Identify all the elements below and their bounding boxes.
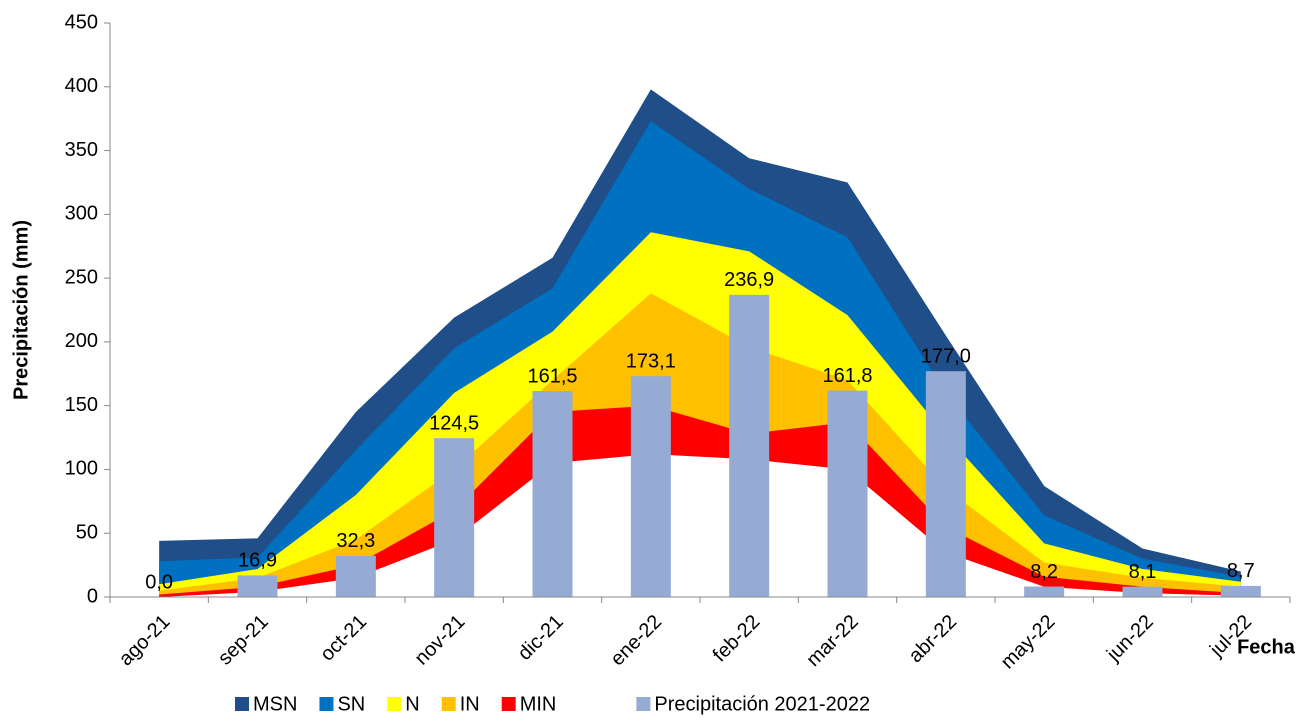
y-tick-label: 350 (65, 139, 98, 161)
data-label: 161,5 (527, 365, 577, 387)
bar (1024, 586, 1065, 597)
legend-label: MSN (253, 693, 297, 715)
bar (1122, 586, 1163, 597)
bar (729, 294, 770, 597)
x-tick-label: dic-21 (514, 611, 568, 665)
bar (335, 555, 376, 597)
x-axis-title: Fecha (1237, 636, 1296, 658)
y-tick-label: 250 (65, 266, 98, 288)
x-tick-label: jun-22 (1102, 611, 1158, 667)
bar (827, 390, 868, 597)
data-label: 8,2 (1030, 561, 1058, 583)
x-tick-label: abr-22 (905, 611, 961, 667)
bar (237, 575, 278, 597)
y-tick-label: 50 (76, 522, 98, 544)
area (159, 454, 1241, 597)
legend-swatch (235, 697, 249, 711)
data-label: 177,0 (921, 346, 971, 368)
y-tick-label: 450 (65, 11, 98, 33)
data-label: 8,1 (1129, 561, 1157, 583)
legend-swatch (636, 697, 651, 711)
y-tick-label: 150 (65, 394, 98, 416)
bar (925, 371, 966, 597)
legend-swatch (501, 697, 516, 711)
x-tick-label: ago-21 (115, 611, 175, 671)
data-label: 236,9 (724, 269, 774, 291)
x-tick-label: oct-21 (316, 611, 371, 666)
y-tick-label: 300 (65, 203, 98, 225)
legend-label: Precipitación 2021-2022 (654, 693, 870, 715)
legend-swatch (387, 697, 402, 711)
y-tick-label: 200 (65, 330, 98, 352)
x-tick-label: ene-22 (607, 611, 667, 671)
x-tick-label: may-22 (997, 611, 1060, 674)
x-tick-label: mar-22 (802, 611, 862, 671)
legend-label: MIN (520, 693, 557, 715)
y-axis-title: Precipitación (mm) (10, 220, 32, 400)
x-tick-label: nov-21 (411, 611, 470, 670)
bar (1220, 585, 1261, 597)
data-label: 32,3 (336, 530, 375, 552)
y-tick-label: 400 (65, 75, 98, 97)
data-label: 161,8 (822, 365, 872, 387)
data-label: 16,9 (238, 550, 277, 572)
bar (532, 390, 573, 597)
legend-label: SN (337, 693, 365, 715)
x-tick-label: sep-21 (214, 611, 273, 670)
x-tick-label: feb-22 (709, 611, 765, 667)
y-tick-label: 100 (65, 458, 98, 480)
data-label: 0,0 (145, 571, 173, 593)
legend-swatch (441, 697, 456, 711)
bar (434, 438, 475, 597)
legend-swatch (319, 697, 334, 711)
data-label: 8,7 (1227, 560, 1255, 582)
legend: MSN SN N IN MIN Precipitación 2021-2022 (235, 693, 870, 715)
y-tick-label: 0 (87, 585, 98, 607)
legend-label: IN (460, 693, 480, 715)
bar (630, 376, 671, 597)
data-label: 173,1 (626, 350, 676, 372)
data-label: 124,5 (429, 412, 479, 434)
legend-label: N (405, 693, 419, 715)
